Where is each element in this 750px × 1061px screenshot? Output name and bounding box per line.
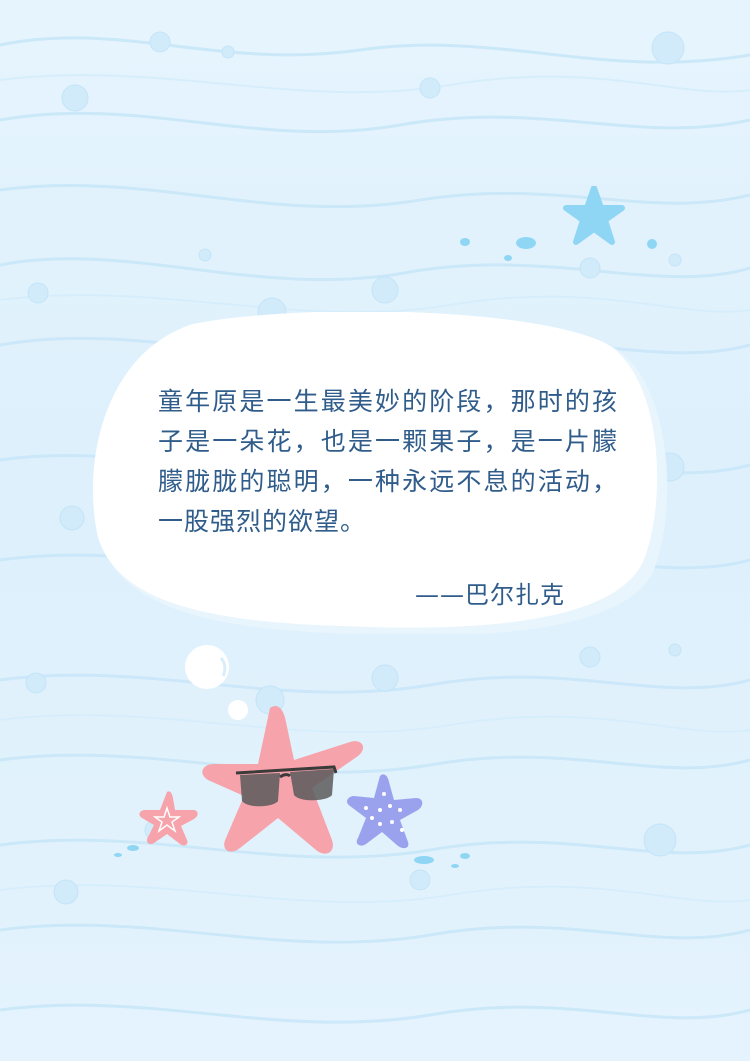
blue-starfish-icon — [563, 186, 625, 245]
pink-starfish-icon — [202, 705, 364, 854]
bubble-icon-small — [228, 700, 248, 720]
quote-author: ——巴尔扎克 — [415, 581, 565, 609]
small-pink-starfish-icon — [139, 791, 198, 846]
speech-bubble — [93, 312, 668, 634]
bubble-icon — [185, 645, 229, 689]
purple-starfish-icon — [347, 774, 423, 849]
quote-text: 童年原是一生最美妙的阶段，那时的孩子是一朵花，也是一颗果子，是一片朦朦胧胧的聪明… — [158, 387, 618, 536]
sunglasses-icon — [235, 765, 338, 807]
